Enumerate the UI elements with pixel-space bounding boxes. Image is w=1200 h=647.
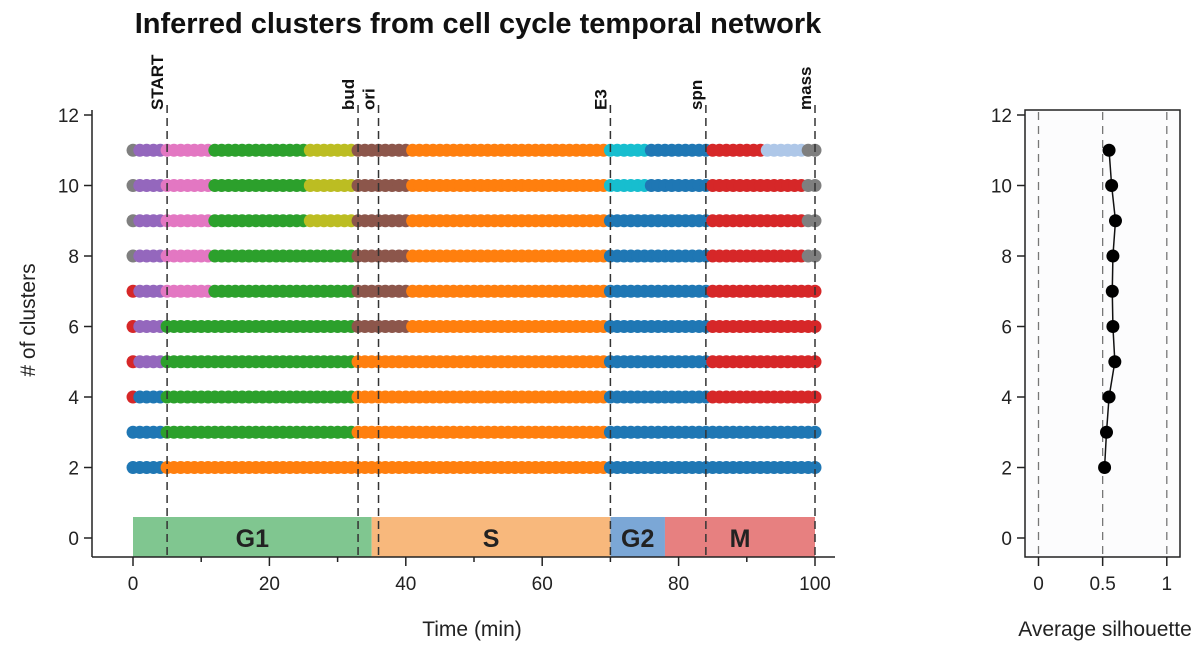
- cluster-row-5: [126, 355, 822, 369]
- cluster-row-7: [126, 284, 822, 298]
- phase-label: G1: [236, 525, 269, 553]
- silhouette-frame: [1024, 109, 1181, 558]
- x-axis-label: Time (min): [422, 618, 522, 641]
- phase-label: G2: [621, 525, 654, 553]
- y-tick-label: 4: [1001, 388, 1012, 409]
- phase-bar-g2: [610, 517, 665, 557]
- y-tick-label: 6: [68, 318, 79, 339]
- phase-bar-g1: [133, 517, 372, 557]
- cluster-row-4: [126, 390, 822, 404]
- y-tick-label: 10: [991, 177, 1012, 198]
- silhouette-point: [1106, 320, 1120, 333]
- x-tick-label: 0.5: [1089, 574, 1115, 595]
- silhouette-point: [1105, 179, 1119, 192]
- x-tick-label: 20: [259, 574, 280, 595]
- y-tick-label: 8: [1001, 247, 1012, 268]
- silhouette-point: [1099, 425, 1113, 439]
- cluster-row-2: [126, 461, 822, 474]
- x-tick-label: 0: [128, 574, 139, 595]
- event-label: mass: [796, 67, 815, 110]
- y-tick-label: 0: [1001, 529, 1012, 550]
- cluster-row-10: [126, 179, 822, 192]
- silhouette-point: [1106, 249, 1120, 263]
- y-tick-label: 12: [991, 106, 1012, 127]
- silhouette-point: [1108, 214, 1122, 228]
- x-tick-label: 80: [668, 574, 689, 595]
- cluster-row-6: [126, 320, 822, 333]
- event-label: START: [148, 54, 167, 110]
- y-tick-label: 12: [58, 106, 79, 127]
- cluster-row-9: [126, 214, 822, 228]
- y-tick-label: 2: [1001, 459, 1012, 480]
- x-tick-label: 40: [395, 574, 416, 595]
- y-axis-label: # of clusters: [17, 263, 40, 376]
- silhouette-point: [1108, 355, 1122, 369]
- y-tick-label: 8: [68, 247, 79, 268]
- cluster-row-3: [126, 425, 822, 439]
- x-tick-label: 100: [799, 574, 831, 595]
- event-label: spn: [687, 80, 706, 110]
- event-label: E3: [591, 89, 610, 110]
- phase-label: M: [730, 525, 751, 553]
- y-tick-label: 4: [68, 388, 79, 409]
- cluster-plot: G1 S G2 M START bud ori E3 spn mass 0 2 4 6 8 10 12 0 20 40…: [58, 54, 835, 595]
- x-tick-label: 0: [1033, 574, 1044, 595]
- x-tick-label: 60: [532, 574, 553, 595]
- silhouette-point: [1105, 284, 1119, 298]
- y-tick-label: 0: [68, 529, 79, 550]
- silhouette-x-axis-label: Average silhouette: [1018, 618, 1192, 641]
- y-tick-label: 2: [68, 459, 79, 480]
- silhouette-point: [1102, 390, 1116, 404]
- cluster-point: [808, 214, 822, 228]
- x-tick-label: 1: [1162, 574, 1173, 595]
- y-tick-label: 10: [58, 177, 79, 198]
- event-label: bud: [339, 79, 358, 110]
- cluster-row-8: [126, 249, 822, 263]
- phase-bar-s: [371, 517, 611, 557]
- chart-title: Inferred clusters from cell cycle tempor…: [135, 8, 822, 40]
- silhouette-line: [1103, 150, 1117, 468]
- silhouette-point: [1098, 461, 1112, 474]
- silhouette-point: [1102, 143, 1116, 157]
- cluster-row-11: [126, 143, 822, 157]
- phase-bar-m: [664, 517, 815, 557]
- phase-label: S: [483, 525, 500, 553]
- event-label: ori: [360, 88, 379, 110]
- y-tick-label: 6: [1001, 318, 1012, 339]
- cluster-point: [808, 461, 822, 474]
- cluster-point: [808, 355, 822, 369]
